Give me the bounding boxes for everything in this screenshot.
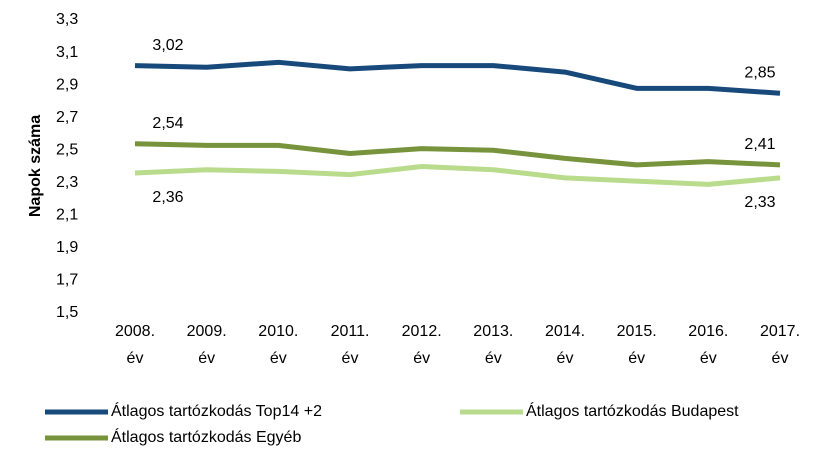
x-tick-label: 2016. év: [688, 323, 729, 367]
legend-label: Átlagos tartózkodás Budapest: [526, 401, 739, 420]
x-tick-label: 2014. év: [544, 323, 586, 367]
x-tick-label: 2011. év: [330, 323, 370, 367]
legend-label: Átlagos tartózkodás Egyéb: [111, 427, 301, 446]
series-line: [134, 59, 781, 96]
x-tick-label: 2017. év: [759, 323, 801, 367]
data-label: 2,36: [152, 189, 183, 206]
y-tick-label: 1,5: [56, 304, 78, 321]
data-label: 3,02: [152, 37, 183, 54]
y-tick-label: 3,3: [56, 11, 78, 28]
data-label: 2,41: [744, 136, 775, 153]
y-tick-label: 1,9: [56, 239, 78, 256]
y-tick-label: 2,1: [56, 207, 78, 224]
y-tick-label: 2,5: [56, 141, 78, 158]
x-tick-label: 2010. év: [258, 323, 299, 367]
y-tick-label: 3,1: [56, 44, 78, 61]
x-tick-label: 2012. év: [401, 323, 442, 367]
x-tick-label: 2008. év: [114, 323, 156, 367]
y-tick-label: 1,7: [56, 272, 78, 289]
data-label: 2,33: [744, 194, 775, 211]
data-label: 2,54: [152, 115, 183, 132]
series-line: [134, 164, 781, 187]
x-tick-label: 2009. év: [186, 323, 227, 367]
y-tick-label: 2,3: [56, 174, 78, 191]
series-line: [134, 141, 781, 168]
x-tick-label: 2013. év: [473, 323, 514, 367]
x-tick-label: 2015. év: [616, 323, 657, 367]
legend-label: Átlagos tartózkodás Top14 +2: [111, 401, 322, 420]
y-axis-label: Napok száma: [27, 115, 44, 217]
y-tick-label: 2,7: [56, 109, 78, 126]
y-tick-label: 2,9: [56, 76, 78, 93]
data-label: 2,85: [744, 64, 775, 81]
